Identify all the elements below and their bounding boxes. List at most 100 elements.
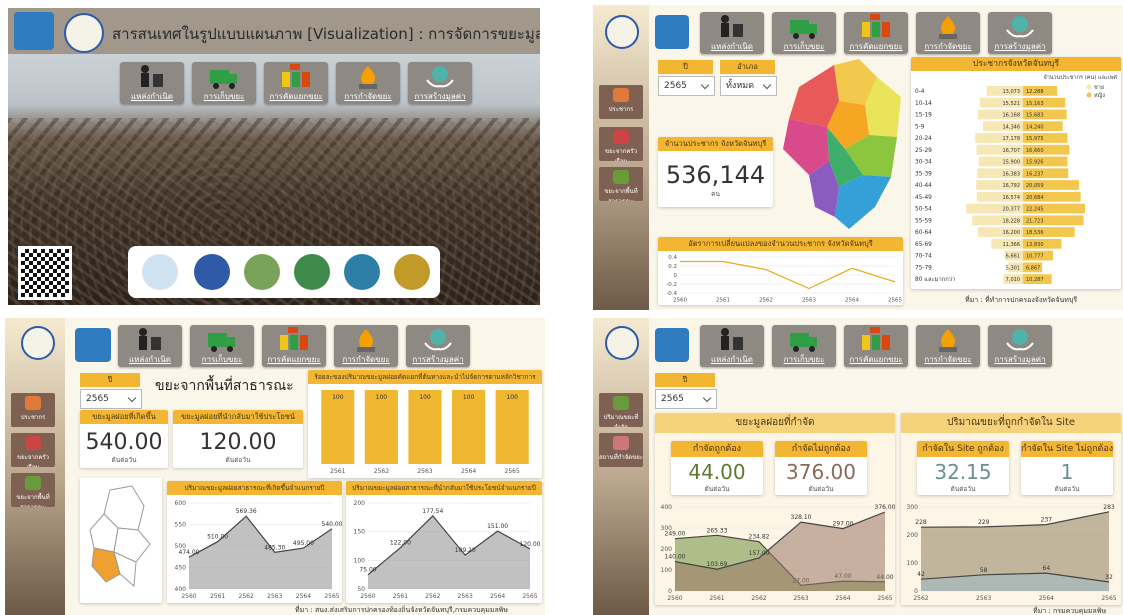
- data-label: 283: [1103, 504, 1115, 511]
- icon-shape: [872, 22, 880, 37]
- icon-shape: [211, 346, 217, 352]
- nav-button[interactable]: การกำจัดขยะ: [336, 62, 400, 104]
- icon-shape: [941, 16, 955, 34]
- data-label: 20,059: [1026, 183, 1044, 189]
- reused-chart: 5010015020025602561256225632564256575.00…: [346, 495, 542, 603]
- data-label: 32: [1105, 574, 1113, 581]
- district-dropdown[interactable]: ทั้งหมด: [720, 76, 777, 96]
- nav-button[interactable]: การเก็บขยะ: [772, 12, 836, 54]
- nav-button[interactable]: การคัดแยกขยะ: [844, 325, 908, 367]
- card-unit: ตันต่อวัน: [671, 484, 763, 494]
- icon-shape: [430, 329, 446, 345]
- nav-button[interactable]: การสร้างมูลค่า: [988, 325, 1052, 367]
- sidebar-item[interactable]: ขยะจากพื้นที่สาธารณะ: [11, 473, 55, 507]
- sidebar-icon: [613, 396, 629, 410]
- icon-shape: [721, 15, 729, 23]
- gdc-logo: [75, 328, 111, 362]
- chart-header: ปริมาณขยะมูลฝอยสาธารณะที่นำกลับมาใช้ประโ…: [346, 481, 542, 495]
- bar: [365, 390, 398, 464]
- y-tick-label: 5-9: [915, 124, 925, 130]
- x-tick-label: 2563: [976, 595, 991, 602]
- data-label: 103.69: [707, 561, 728, 568]
- sidebar-item[interactable]: ปริมาณขยะที่กำจัด: [599, 393, 643, 427]
- site-chart: 0100200300256225632564256522822923728342…: [901, 497, 1121, 605]
- data-label: 151.00: [487, 523, 508, 530]
- sidebar-item[interactable]: ประชากร: [599, 85, 643, 119]
- x-tick-label: 2561: [393, 593, 408, 600]
- card-value: 32.15: [917, 460, 1009, 484]
- data-label: 474.00: [179, 549, 200, 556]
- year-dropdown[interactable]: 2565: [80, 389, 142, 409]
- icon-shape: [208, 333, 227, 347]
- nav-icon: [789, 14, 819, 40]
- x-tick-label: 2563: [802, 298, 816, 304]
- y-tick-label: 70-74: [915, 254, 932, 260]
- nav-button[interactable]: การเก็บขยะ: [772, 325, 836, 367]
- icon-shape: [862, 335, 870, 350]
- icon-shape: [1012, 329, 1028, 345]
- data-label: 20,377: [1003, 207, 1021, 213]
- province-logo: [64, 13, 104, 53]
- nav-button[interactable]: การคัดแยกขยะ: [844, 12, 908, 54]
- sidebar-item[interactable]: ขยะจากครัวเรือน: [11, 433, 55, 467]
- x-tick-label: 2564: [835, 595, 850, 602]
- x-tick-label: 2561: [330, 468, 345, 475]
- icon-shape: [872, 335, 880, 350]
- year-dropdown[interactable]: 2565: [658, 76, 715, 96]
- y-tick-label: 200: [907, 532, 919, 539]
- nav-button[interactable]: การสร้างมูลค่า: [406, 325, 470, 367]
- x-tick-label: 2565: [522, 593, 537, 600]
- legend-label: หญิง: [1094, 92, 1105, 99]
- data-label: 249.00: [665, 531, 686, 538]
- sidebar-item[interactable]: สถานที่กำจัดขยะ: [599, 433, 643, 467]
- y-tick-label: 20-24: [915, 136, 932, 142]
- x-tick-label: 2560: [181, 593, 196, 600]
- sidebar-item[interactable]: ประชากร: [11, 393, 55, 427]
- gdc-logo: [14, 12, 54, 50]
- data-label: 16,792: [1003, 183, 1021, 189]
- sidebar-item[interactable]: ขยะจากครัวเรือน: [599, 127, 643, 161]
- nav-button[interactable]: การคัดแยกขยะ: [262, 325, 326, 367]
- nav-button[interactable]: แหล่งกำเนิด: [120, 62, 184, 104]
- y-tick-label: 40-44: [915, 183, 932, 189]
- icon-shape: [1012, 16, 1028, 32]
- y-tick-label: 55-59: [915, 218, 932, 224]
- nav-button[interactable]: การคัดแยกขยะ: [264, 62, 328, 104]
- nav-button[interactable]: การกำจัดขยะ: [916, 325, 980, 367]
- data-label: 12,288: [1026, 89, 1044, 95]
- data-label: 16,168: [1003, 113, 1021, 119]
- nav-button[interactable]: แหล่งกำเนิด: [700, 325, 764, 367]
- year-dropdown[interactable]: 2565: [655, 389, 717, 409]
- data-label: 14,346: [1003, 124, 1021, 130]
- chart-header: ปริมาณขยะมูลฝอยสาธารณะที่เกิดขึ้นจำแนกรา…: [167, 481, 342, 495]
- y-tick-label: 50-54: [915, 207, 932, 213]
- x-tick-label: 2562: [425, 593, 440, 600]
- nav-button[interactable]: การสร้างมูลค่า: [988, 12, 1052, 54]
- sidebar-icon: [25, 436, 41, 450]
- data-label: 17,178: [1003, 136, 1021, 142]
- icon-shape: [941, 329, 955, 347]
- nav-icon: [1005, 14, 1035, 40]
- nav-button[interactable]: แหล่งกำเนิด: [700, 12, 764, 54]
- district-label: อำเภอ: [720, 60, 775, 74]
- nav-button[interactable]: การกำจัดขยะ: [334, 325, 398, 367]
- icon-shape: [793, 346, 799, 352]
- card-unit: ตันต่อวัน: [1021, 484, 1113, 494]
- icon-shape: [300, 335, 308, 350]
- y-tick-label: 25-29: [915, 148, 932, 154]
- gdc-logo: [655, 328, 689, 362]
- nav-button[interactable]: การเก็บขยะ: [190, 325, 254, 367]
- sidebar-item[interactable]: ขยะจากพื้นที่สาธารณะ: [599, 167, 643, 201]
- nav-button[interactable]: แหล่งกำเนิด: [118, 325, 182, 367]
- population-card: จำนวนประชากร จังหวัดจันทบุรี 536,144 คน: [658, 137, 773, 207]
- data-label: 11,366: [1003, 242, 1021, 248]
- disposal-panel: ปี 2565 ขยะมูลฝอยที่กำจัด 01002003004002…: [593, 318, 1123, 615]
- sidebar-label: ขยะจากครัวเรือน: [11, 452, 55, 467]
- data-label: 18,536: [1026, 230, 1044, 236]
- x-tick-label: 2561: [210, 593, 225, 600]
- nav-button[interactable]: การสร้างมูลค่า: [408, 62, 472, 104]
- nav-button[interactable]: การกำจัดขยะ: [916, 12, 980, 54]
- sidebar-label: ขยะจากพื้นที่สาธารณะ: [599, 186, 643, 201]
- nav-button[interactable]: การเก็บขยะ: [192, 62, 256, 104]
- x-tick-label: 2563: [267, 593, 282, 600]
